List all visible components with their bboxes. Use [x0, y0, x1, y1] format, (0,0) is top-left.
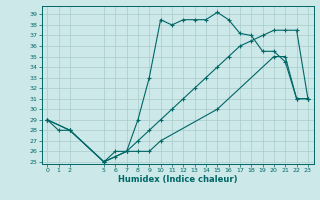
X-axis label: Humidex (Indice chaleur): Humidex (Indice chaleur): [118, 175, 237, 184]
